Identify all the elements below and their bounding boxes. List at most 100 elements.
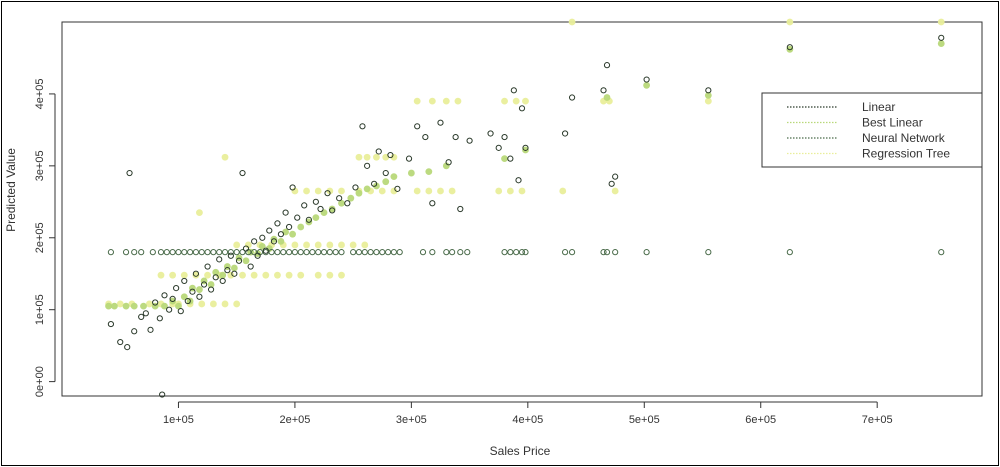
x-tick-label: 2e+05	[279, 414, 310, 426]
x-tick-label: 3e+05	[396, 414, 427, 426]
linear-point	[239, 169, 246, 177]
linear-point	[266, 227, 273, 234]
best-linear-point	[289, 230, 296, 238]
x-tick-label: 1e+05	[163, 414, 194, 426]
neural-network-point	[507, 249, 514, 256]
best-linear-point	[363, 185, 371, 193]
neural-network-point	[198, 249, 205, 256]
best-linear-point	[407, 169, 415, 177]
regression-tree-point	[786, 18, 794, 26]
linear-point	[324, 190, 331, 197]
regression-tree-point	[157, 271, 165, 279]
neural-network-point	[705, 249, 712, 256]
linear-point	[200, 281, 208, 288]
linear-point	[382, 169, 389, 177]
regression-tree-point	[390, 187, 398, 195]
best-linear-point	[105, 302, 112, 310]
neural-network-point	[297, 249, 304, 256]
neural-network-point	[239, 249, 246, 256]
neural-network-point	[513, 249, 520, 256]
best-linear-point	[442, 162, 450, 170]
best-linear-point	[501, 155, 508, 163]
regression-tree-point	[291, 187, 299, 195]
x-tick-label: 5e+05	[629, 414, 660, 426]
neural-network-point	[204, 249, 211, 256]
points-layer	[105, 18, 945, 398]
best-linear-point	[161, 302, 168, 310]
best-linear-point	[219, 271, 227, 279]
regression-tree-point	[518, 187, 526, 195]
linear-point	[387, 151, 394, 159]
linear-point	[429, 200, 436, 207]
neural-network-point	[326, 249, 333, 256]
best-linear-point	[390, 173, 398, 181]
linear-point	[414, 123, 421, 130]
linear-point	[786, 44, 793, 51]
best-linear-point	[347, 194, 355, 202]
linear-point	[262, 247, 269, 254]
linear-point	[251, 238, 258, 245]
linear-point	[289, 184, 296, 191]
regression-tree-point	[428, 97, 436, 105]
linear-point	[336, 195, 343, 202]
neural-network-point	[131, 249, 138, 256]
regression-tree-point	[611, 187, 619, 195]
regression-tree-point	[361, 241, 369, 249]
neural-network-point	[603, 249, 611, 256]
regression-tree-point	[413, 187, 421, 195]
linear-point	[207, 286, 215, 293]
regression-tree-point	[326, 241, 334, 249]
regression-tree-point	[568, 18, 576, 26]
regression-tree-point	[373, 153, 380, 161]
best-linear-point	[382, 178, 390, 186]
regression-tree-point	[559, 187, 567, 195]
linear-point	[329, 207, 336, 214]
linear-point	[705, 87, 712, 94]
linear-point	[152, 299, 159, 306]
linear-point	[608, 180, 615, 187]
linear-point	[375, 148, 382, 155]
linear-point	[352, 184, 359, 191]
regression-tree-point	[937, 18, 945, 26]
neural-network-point	[122, 249, 130, 256]
legend-label: Regression Tree	[862, 147, 950, 161]
regression-tree-point	[204, 271, 211, 279]
regression-tree-point	[169, 271, 177, 279]
linear-point	[204, 263, 211, 270]
regression-tree-point	[378, 187, 386, 195]
neural-network-point	[355, 249, 363, 256]
best-linear-point	[603, 94, 611, 101]
regression-tree-point	[363, 153, 371, 161]
x-tick-label: 4e+05	[512, 414, 543, 426]
linear-point	[142, 310, 149, 317]
plot-area-border	[61, 21, 983, 397]
linear-point	[359, 123, 366, 130]
linear-point	[254, 252, 261, 259]
linear-point	[242, 245, 250, 252]
neural-network-point	[291, 249, 299, 256]
regression-tree-point	[116, 300, 124, 308]
linear-point	[274, 220, 281, 227]
linear-point	[231, 270, 238, 277]
neural-network-point	[938, 249, 945, 256]
best-linear-point	[122, 302, 130, 310]
linear-point	[196, 293, 203, 300]
best-linear-point	[643, 81, 651, 89]
linear-point	[452, 133, 459, 141]
best-linear-point	[207, 281, 215, 288]
best-linear-point	[212, 268, 220, 276]
neural-network-point	[210, 249, 217, 256]
regression-tree-point	[209, 300, 217, 308]
x-tick-label: 6e+05	[745, 414, 776, 426]
regression-tree-point	[442, 97, 450, 105]
neural-network-point	[280, 249, 287, 256]
best-linear-point	[704, 91, 712, 99]
neural-network-point	[157, 249, 165, 256]
y-axis-title: Predicted Value	[4, 148, 18, 232]
linear-point	[600, 87, 607, 94]
linear-point	[282, 209, 289, 216]
regression-tree-point	[291, 241, 299, 249]
y-tick-label: 3e+05	[34, 150, 46, 181]
regression-tree-point	[522, 97, 529, 105]
